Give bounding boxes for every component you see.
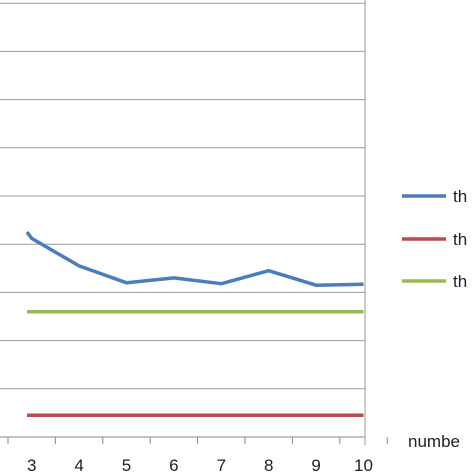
x-tick-label: 4 bbox=[74, 456, 83, 474]
x-axis-title: numbe bbox=[408, 432, 460, 451]
x-tick-label: 6 bbox=[169, 456, 178, 474]
x-tick-label: 3 bbox=[27, 456, 36, 474]
plot-area bbox=[25, 231, 364, 418]
x-tick-label: 9 bbox=[311, 456, 320, 474]
x-axis: 3 4 5 6 7 8 9 10 bbox=[7, 437, 388, 474]
legend-label: th bbox=[453, 230, 467, 249]
legend-label: th bbox=[453, 272, 467, 291]
x-tick-label: 5 bbox=[122, 456, 131, 474]
legend-label: th bbox=[453, 187, 467, 206]
x-tick-label: 8 bbox=[264, 456, 273, 474]
series-line bbox=[25, 231, 364, 287]
x-tick-label: 10 bbox=[354, 456, 373, 474]
gridlines bbox=[0, 0, 366, 445]
legend: th th th bbox=[402, 187, 467, 291]
x-tick-label: 7 bbox=[217, 456, 226, 474]
